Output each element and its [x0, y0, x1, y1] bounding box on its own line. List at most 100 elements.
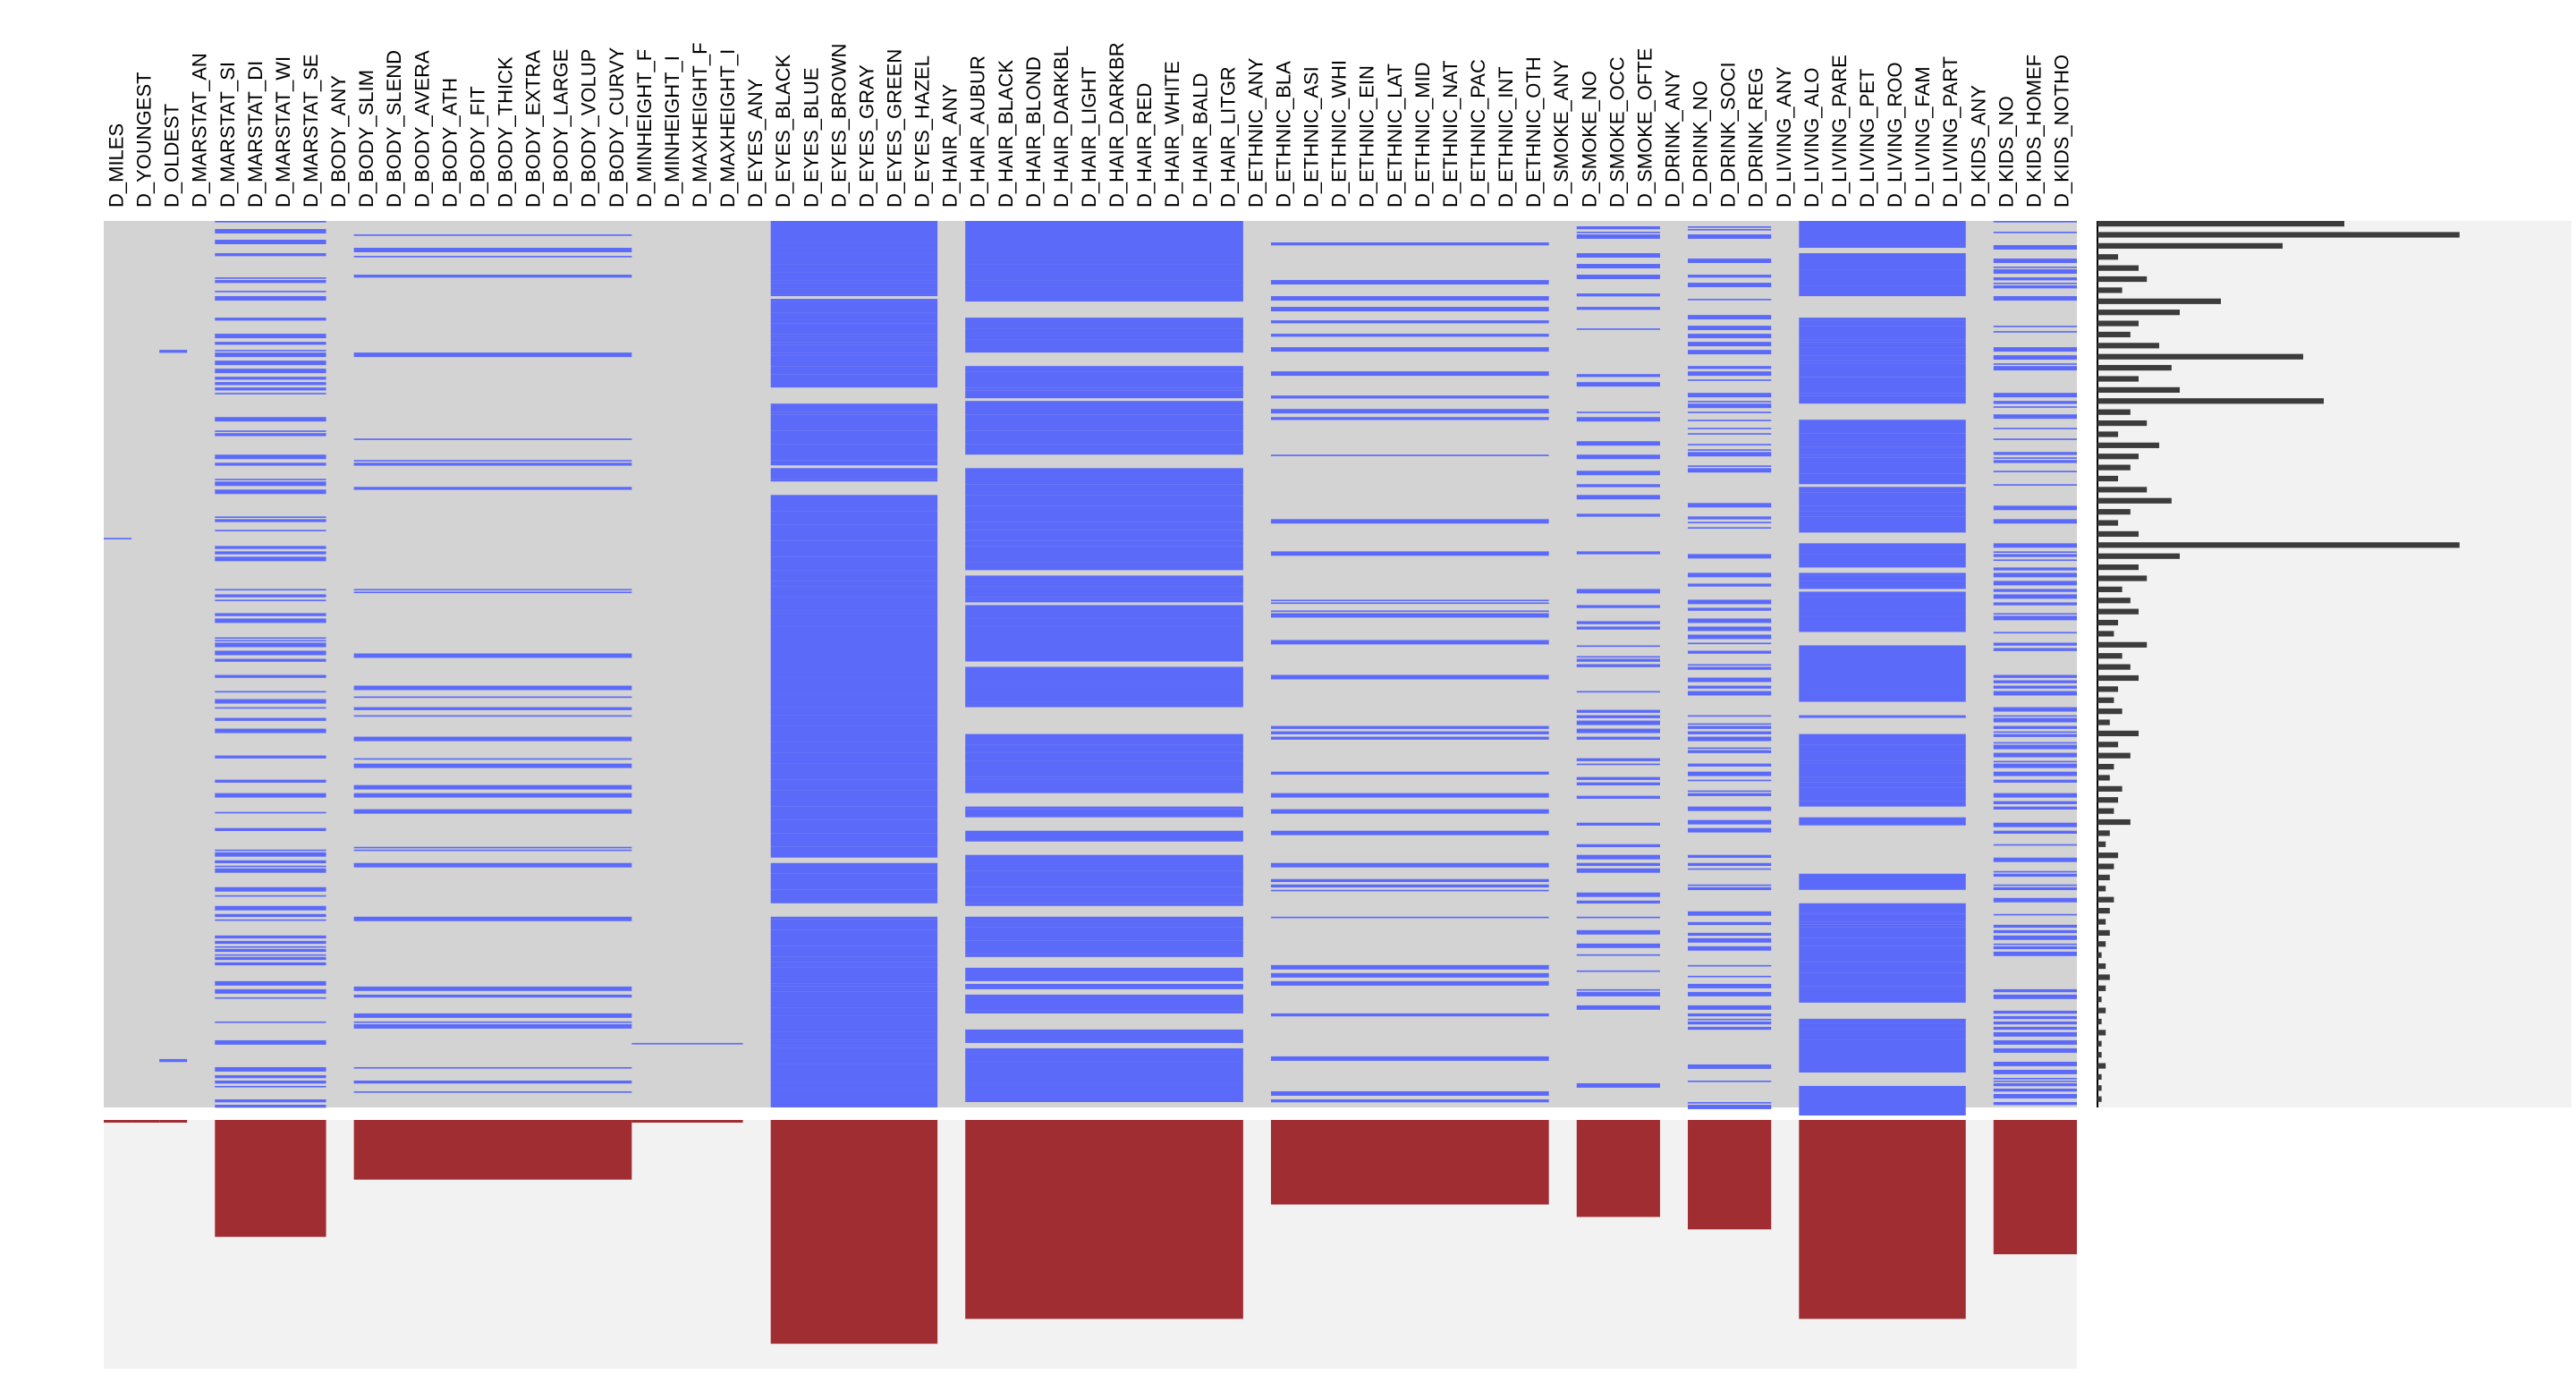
missing-cell [1576, 822, 1660, 826]
missing-cell [1576, 307, 1660, 310]
missing-cell [1688, 747, 1772, 750]
missing-cell [1799, 234, 1966, 246]
missing-cell [215, 1074, 326, 1079]
missing-cell [1576, 484, 1660, 488]
missing-cell [770, 707, 938, 716]
missing-cell [1688, 868, 1772, 870]
missing-cell [215, 613, 326, 616]
row-missing-bar [2097, 808, 2114, 814]
missing-cell [1576, 551, 1660, 555]
missing-cell [215, 827, 326, 831]
missing-cell [770, 929, 938, 946]
missing-cell [631, 1042, 743, 1045]
row-missing-bar [2097, 841, 2106, 847]
row-missing-bar [2097, 631, 2114, 637]
missing-cell [1576, 758, 1660, 761]
row-missing-bar [2097, 1096, 2102, 1102]
missing-cell [1993, 269, 2077, 275]
missing-cell [1993, 929, 2077, 934]
column-label: D_ETHNIC_ANY [1244, 57, 1267, 208]
row-missing-bar [2097, 454, 2139, 460]
missing-cell [1270, 980, 1549, 986]
row-missing-bar [2097, 386, 2180, 394]
missing-cell [770, 242, 938, 254]
missing-cell [965, 430, 1243, 445]
missing-cell [1799, 575, 1966, 581]
missing-cell [1799, 986, 1966, 1003]
missing-cell [1270, 417, 1549, 420]
missing-cell [1688, 983, 1772, 988]
missing-cell [353, 1021, 632, 1023]
missing-cell [1799, 1023, 1966, 1030]
missing-cell [1799, 927, 1966, 938]
missing-cell [965, 495, 1243, 506]
missing-cell [353, 256, 632, 258]
missing-cell [1799, 1029, 1966, 1040]
missing-cell [1799, 1101, 1966, 1116]
missing-cell [215, 699, 326, 704]
missing-cell [1993, 505, 2077, 511]
missing-cell [770, 661, 938, 665]
missing-cell [965, 1077, 1243, 1083]
row-missing-bar [2097, 353, 2303, 360]
column-label: D_BODY_VOLUP [578, 49, 600, 208]
missing-cell [770, 664, 938, 673]
column-label: D_DRINK_REG [1745, 68, 1767, 208]
column-missing-bar [159, 1120, 188, 1123]
missing-cell [1688, 522, 1772, 523]
missing-cell [215, 481, 326, 487]
missing-cell [770, 1077, 938, 1083]
row-missing-bar [2097, 553, 2180, 559]
missing-cell [1270, 347, 1549, 352]
missing-cell [1270, 454, 1549, 456]
missing-cell [1270, 964, 1549, 970]
missing-cell [1993, 1093, 2077, 1098]
missing-cell [1993, 567, 2077, 571]
column-missing-bar [104, 1120, 132, 1123]
row-missing-bar [2097, 985, 2106, 991]
missing-cell [1799, 903, 1966, 914]
missing-cell [1688, 1005, 1772, 1010]
missing-cell [353, 462, 632, 466]
missing-cell [1688, 350, 1772, 355]
missing-cell [770, 962, 938, 968]
missing-cell [215, 913, 326, 918]
missing-cell [1993, 543, 2077, 548]
missing-cell [215, 674, 326, 678]
missing-cell [965, 734, 1243, 745]
missing-cell [1688, 452, 1772, 457]
missing-cell [1799, 744, 1966, 761]
missing-cell [1993, 438, 2077, 440]
missing-cell [1993, 886, 2077, 891]
row-missing-bar [2097, 475, 2118, 482]
missing-cell [353, 763, 632, 768]
missing-cell [965, 586, 1243, 598]
column-label: D_EYES_HAZEL [911, 55, 934, 208]
missing-cell [1270, 916, 1549, 919]
missing-cell [965, 285, 1243, 302]
missing-cell [965, 444, 1243, 455]
row-missing-bar [2097, 742, 2118, 748]
missing-cell [215, 433, 326, 437]
missing-cell [1576, 495, 1660, 500]
missing-cell [1993, 232, 2077, 233]
missing-cell [1799, 962, 1966, 973]
missing-cell [965, 401, 1243, 415]
row-missing-bar [2097, 598, 2131, 604]
missing-cell [1688, 401, 1772, 403]
missing-cell [215, 650, 326, 656]
missing-cell [353, 758, 632, 760]
missing-cell [1799, 610, 1966, 616]
missing-cell [770, 1082, 938, 1089]
column-label: D_MINHEIGHT_F [633, 49, 656, 208]
row-missing-bar [2097, 874, 2110, 881]
missing-cell [770, 374, 938, 388]
missing-cell [1799, 615, 1966, 632]
row-missing-bar [2097, 254, 2118, 260]
row-missing-bar [2097, 376, 2139, 382]
missing-cell [1576, 374, 1660, 377]
missing-cell [965, 605, 1243, 619]
missing-cell [1688, 725, 1772, 729]
missing-cell [215, 589, 326, 591]
missing-cell [1688, 750, 1772, 753]
